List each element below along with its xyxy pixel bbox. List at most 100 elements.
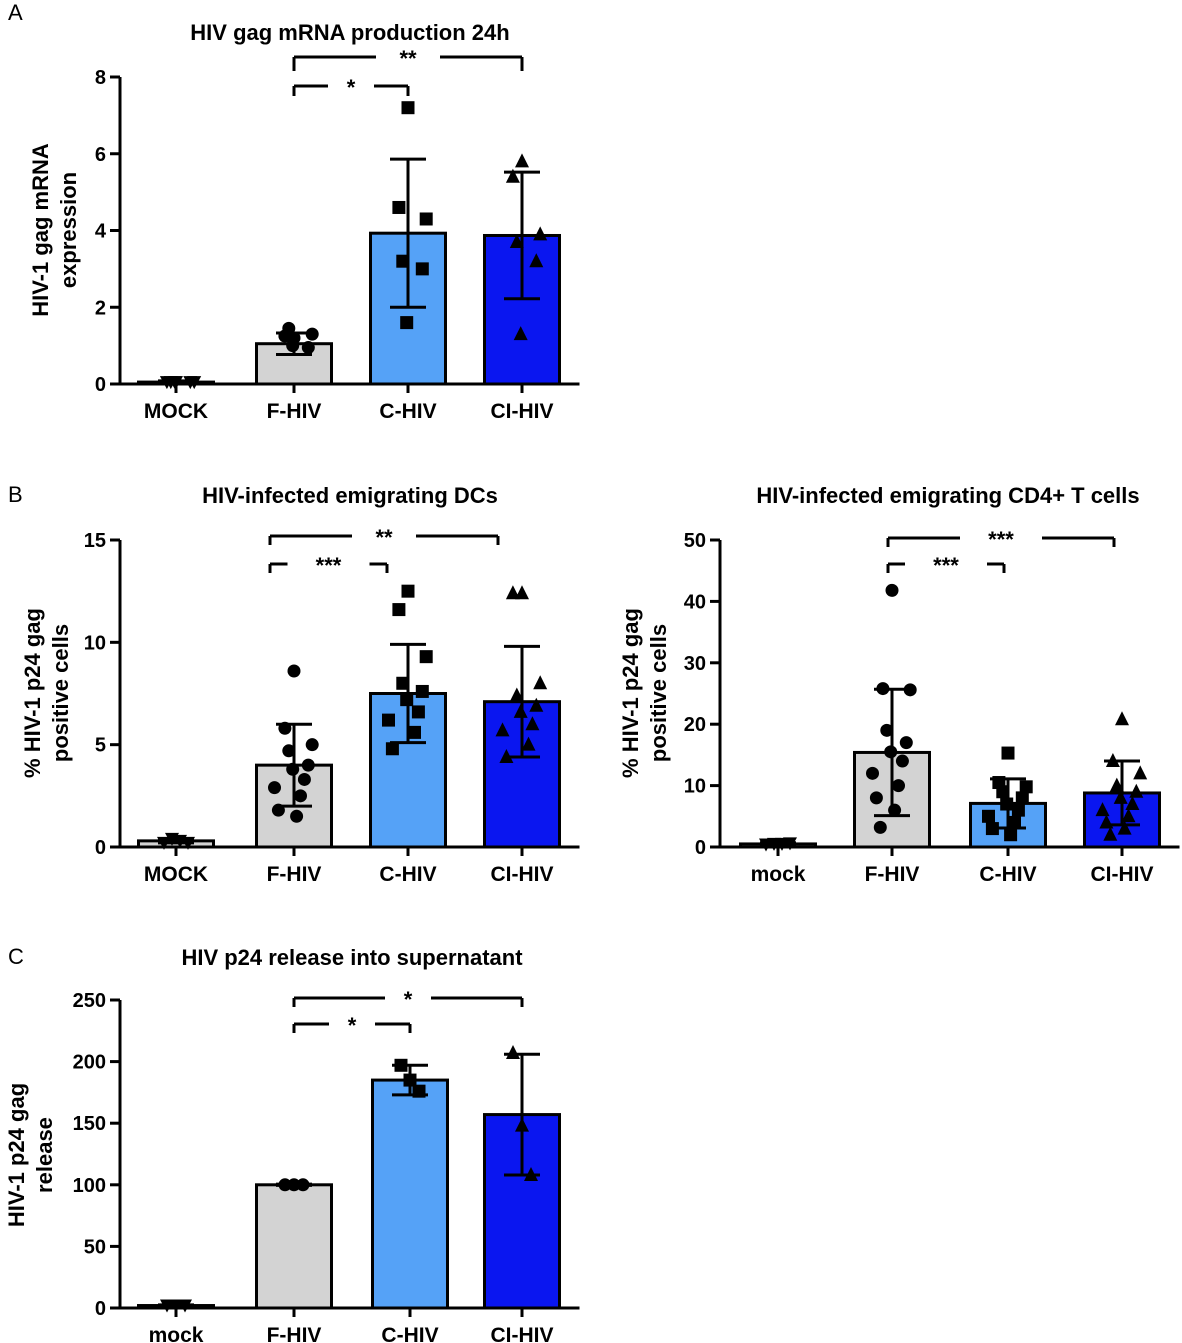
data-point-F-HIV (305, 327, 319, 341)
significance-label: ** (399, 46, 417, 71)
chart-panel-C: C HIV p24 release into supernatant HIV-1 p… (4, 944, 580, 1343)
data-point-CI-HIV (1125, 796, 1140, 811)
category-label: F-HIV (267, 1324, 322, 1343)
y-tick-label: 15 (84, 530, 106, 552)
bar-F-HIV (255, 1183, 333, 1310)
category-label: MOCK (144, 400, 208, 423)
data-point-CI-HIV (1121, 808, 1136, 823)
data-point-C-HIV (1015, 791, 1029, 805)
y-axis-label: HIV-1 p24 gag (4, 1083, 29, 1227)
category-label: MOCK (144, 863, 208, 886)
y-tick-label: 8 (95, 67, 106, 89)
y-tick-label: 0 (695, 837, 706, 859)
data-point-F-HIV (305, 738, 319, 752)
error-bar-mock (760, 841, 796, 847)
significance-bracket: * (292, 987, 524, 1012)
data-point-F-HIV (294, 789, 307, 803)
chart-panel-B2: HIV-infected emigrating CD4+ T cells % HI… (618, 483, 1180, 886)
data-point-C-HIV (1004, 828, 1018, 842)
error-bar-CI-HIV (504, 170, 540, 301)
y-tick-label: 200 (73, 1052, 106, 1074)
chart-title: HIV-infected emigrating DCs (202, 483, 498, 508)
y-tick-label: 150 (73, 1113, 106, 1135)
error-bar-CI-HIV (504, 1052, 540, 1177)
category-label: CI-HIV (491, 863, 554, 886)
y-tick-label: 50 (684, 530, 706, 552)
y-axis-label: % HIV-1 p24 gag (618, 608, 643, 778)
y-tick-label: 50 (84, 1236, 106, 1258)
error-bar-MOCK (158, 837, 194, 845)
y-tick-label: 100 (73, 1175, 106, 1197)
data-point-F-HIV (892, 779, 905, 793)
y-axis-label: positive cells (646, 624, 671, 762)
data-point-C-HIV (1019, 780, 1033, 794)
data-point-C-HIV (392, 603, 406, 617)
data-point-C-HIV (982, 809, 995, 823)
significance-label: *** (933, 553, 959, 578)
category-label: mock (149, 1324, 204, 1343)
data-point-F-HIV (895, 754, 909, 768)
significance-label: *** (316, 553, 342, 578)
data-point-CI-HIV (1095, 802, 1110, 817)
data-point-F-HIV (885, 583, 899, 597)
data-point-F-HIV (301, 758, 315, 772)
data-point-CI-HIV (1103, 826, 1118, 841)
significance-label: *** (988, 527, 1014, 552)
data-point-C-HIV (408, 725, 421, 739)
data-point-F-HIV (873, 820, 887, 834)
data-point-F-HIV (903, 683, 917, 697)
y-tick-label: 0 (95, 374, 106, 396)
category-label: CI-HIV (1091, 863, 1154, 886)
category-label: mock (751, 863, 806, 886)
significance-bracket: *** (268, 553, 389, 578)
data-point-C-HIV (400, 316, 414, 330)
data-point-F-HIV (869, 791, 883, 805)
category-label: C-HIV (979, 863, 1036, 886)
chart-panel-B: B HIV-infected emigrating DCs % HIV-1 p24 … (8, 482, 580, 886)
data-point-C-HIV (401, 584, 415, 598)
error-bar-CI-HIV (1104, 759, 1140, 827)
data-point-C-HIV (1011, 803, 1025, 817)
data-point-F-HIV (297, 772, 311, 786)
data-point-C-HIV (382, 713, 395, 727)
y-tick-label: 40 (684, 591, 706, 613)
chart-title: HIV-infected emigrating CD4+ T cells (756, 483, 1139, 508)
error-bar-C-HIV (390, 642, 426, 745)
y-tick-label: 10 (684, 776, 706, 798)
data-point-C-HIV (419, 212, 433, 226)
significance-label: * (347, 75, 356, 100)
y-axis-label: positive cells (48, 624, 73, 762)
data-point-C-HIV (415, 684, 429, 698)
chart-title: HIV gag mRNA production 24h (190, 20, 509, 45)
data-point-CI-HIV (506, 1044, 520, 1059)
data-point-CI-HIV (1117, 820, 1132, 835)
significance-bracket: * (292, 75, 410, 100)
y-axis-label: HIV-1 gag mRNA (28, 143, 53, 317)
error-bar-C-HIV (390, 157, 426, 309)
data-point-CI-HIV (529, 253, 544, 268)
data-point-C-HIV (419, 650, 433, 664)
category-label: CI-HIV (491, 1324, 554, 1343)
y-tick-label: 10 (84, 632, 106, 654)
data-point-CI-HIV (1115, 711, 1129, 726)
chart-title: HIV p24 release into supernatant (181, 945, 523, 970)
y-tick-label: 30 (684, 653, 706, 675)
error-bar-C-HIV (990, 777, 1026, 830)
y-tick-label: 20 (684, 714, 706, 736)
data-point-C-HIV (396, 254, 410, 268)
data-point-F-HIV (899, 736, 913, 750)
y-tick-label: 250 (73, 990, 106, 1012)
error-bar-F-HIV (276, 331, 312, 356)
data-point-CI-HIV (495, 722, 510, 737)
data-point-CI-HIV (1129, 783, 1144, 798)
error-bar-mock (158, 1303, 194, 1308)
data-point-C-HIV (415, 262, 429, 276)
category-label: F-HIV (267, 863, 322, 886)
data-point-C-HIV (392, 200, 406, 214)
significance-label: * (404, 987, 413, 1012)
error-bar-F-HIV (276, 722, 312, 808)
data-point-C-HIV (996, 785, 1010, 799)
y-tick-label: 0 (95, 1298, 106, 1320)
data-point-C-HIV (385, 742, 399, 756)
